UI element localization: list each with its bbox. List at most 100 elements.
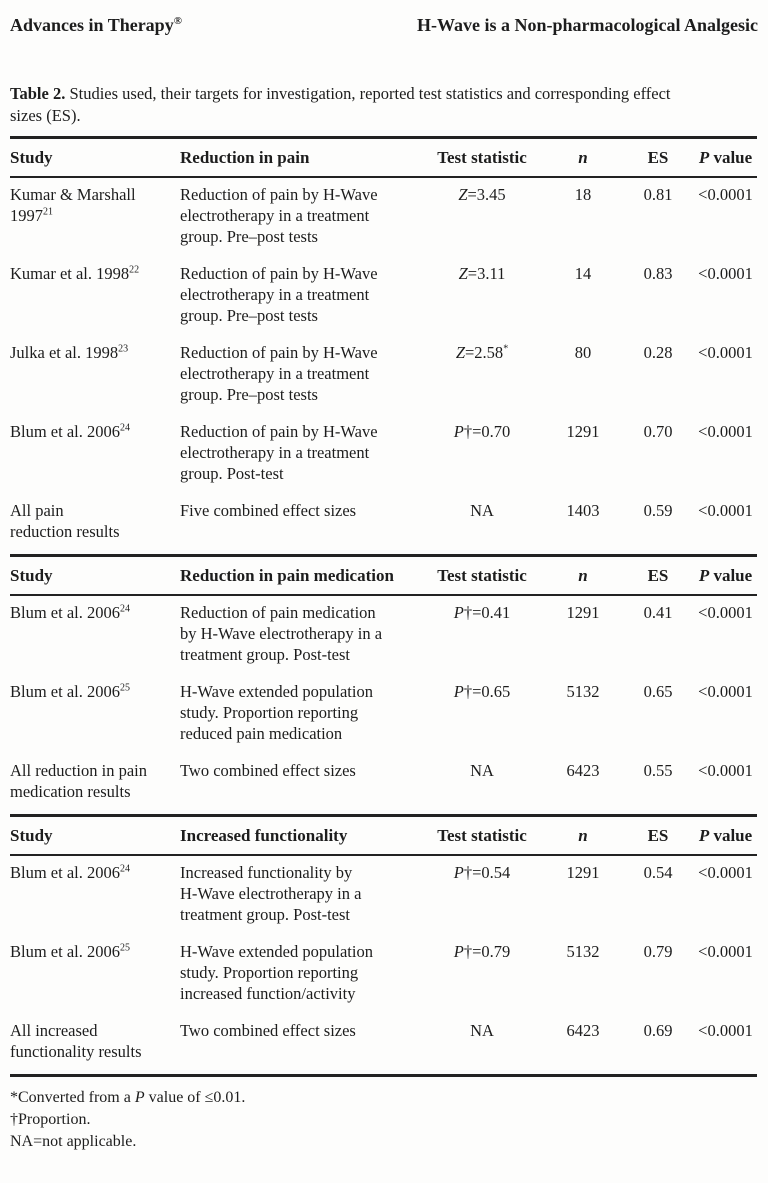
text: Two combined effect sizes [180,1021,356,1040]
study-cell: Blum et al. 200625 [10,681,180,744]
text: All reduction in pain medication results [10,761,148,801]
text: Blum et al. 2006 [10,422,120,441]
text: value [709,825,753,845]
n-cell: 1291 [544,421,622,484]
footnote: †Proportion. [10,1109,758,1131]
p-value-cell: <0.0001 [694,760,757,802]
italic-text: n [578,565,588,585]
italic-text: P [453,863,464,882]
text: Reduction of pain by H-Wave electrothera… [180,185,378,246]
text: 0.65 [643,682,673,701]
table-row: Kumar et al. 199822 Reduction of pain by … [10,263,757,326]
text: 0.41 [643,603,673,622]
es-cell: 0.81 [622,184,694,247]
italic-text: Z [458,264,468,283]
superscript: 24 [120,422,130,434]
superscript: 23 [118,343,129,355]
text: Blum et al. 2006 [10,942,120,961]
es-cell: 0.54 [622,862,694,925]
description-cell: Two combined effect sizes [180,1020,420,1062]
text: NA [470,1021,494,1040]
text: <0.0001 [698,343,753,362]
text: All increased functionality results [10,1021,142,1061]
n-cell: 1291 [544,602,622,665]
text: H-Wave extended population study. Propor… [180,942,373,1003]
text: Study [10,565,53,585]
description-cell: Five combined effect sizes [180,500,420,542]
text: =3.45 [467,185,506,204]
superscript: 24 [120,863,130,875]
table-row: Blum et al. 200624 Reduction of pain by H… [10,421,757,484]
text: 0.59 [643,501,673,520]
text: 0.54 [643,863,673,882]
italic-text: n [578,825,588,845]
text: †=0.41 [463,603,511,622]
header-bottom-rule [10,853,757,856]
study-cell: All pain reduction results [10,500,180,542]
test-statistic-cell: Z=3.45 [420,184,544,247]
study-cell: Kumar & Marshall 199721 [10,184,180,247]
text: Reduction of pain by H-Wave electrothera… [180,343,378,404]
text: Reduction in pain medication [180,565,394,585]
text: value of ≤0.01. [144,1089,246,1106]
text: 6423 [566,761,600,780]
col-header-p-value: P value [694,147,757,168]
text: =2.58 [465,343,504,362]
study-cell: Kumar et al. 199822 [10,263,180,326]
italic-text: P [453,942,464,961]
text: Blum et al. 2006 [10,603,120,622]
text: Kumar et al. 1998 [10,264,130,283]
section-top-rule [10,136,757,139]
text: 80 [574,343,592,362]
table-row: All increased functionality results Two c… [10,1020,757,1062]
p-value-cell: <0.0001 [694,184,757,247]
n-cell: 1403 [544,500,622,542]
header-bottom-rule [10,593,757,596]
text: Study [10,825,53,845]
n-cell: 80 [544,342,622,405]
table-row: Julka et al. 199823 Reduction of pain by … [10,342,757,405]
text: Increased functionality by H-Wave electr… [180,863,362,924]
text: ES [647,825,669,845]
n-cell: 6423 [544,760,622,802]
col-header-test-statistic: Test statistic [420,565,544,586]
text: NA [470,761,494,780]
footnotes: *Converted from a P value of ≤0.01. †Prop… [10,1087,758,1153]
es-cell: 0.79 [622,941,694,1004]
table-bottom-rule [10,1074,757,1077]
header-bottom-rule [10,175,757,178]
test-statistic-cell: P†=0.70 [420,421,544,484]
col-header-es: ES [622,565,694,586]
text: <0.0001 [698,603,753,622]
text: Reduction in pain [180,147,310,167]
description-cell: Reduction of pain by H-Wave electrothera… [180,184,420,247]
col-header-es: ES [622,825,694,846]
n-cell: 5132 [544,681,622,744]
text: Reduction of pain medication by H-Wave e… [180,603,383,664]
text: ES [647,147,669,167]
n-cell: 18 [544,184,622,247]
p-value-cell: <0.0001 [694,500,757,542]
n-cell: 6423 [544,1020,622,1062]
section-top-rule [10,554,757,557]
text: <0.0001 [698,264,753,283]
test-statistic-cell: P†=0.41 [420,602,544,665]
text: <0.0001 [698,863,753,882]
superscript: 25 [120,942,130,954]
text: 0.79 [643,942,673,961]
p-value-cell: <0.0001 [694,342,757,405]
test-statistic-cell: NA [420,760,544,802]
text: Test statistic [437,565,527,585]
footnote: *Converted from a P value of ≤0.01. [10,1087,758,1109]
text: Reduction of pain by H-Wave electrothera… [180,264,378,325]
text: Five combined effect sizes [180,501,357,520]
p-value-cell: <0.0001 [694,602,757,665]
page-header: Advances in Therapy® H-Wave is a Non-pha… [10,14,758,36]
p-value-cell: <0.0001 [694,1020,757,1062]
col-header-study: Study [10,565,180,586]
text: †=0.65 [463,682,511,701]
table-row: All reduction in pain medication results… [10,760,757,802]
description-cell: Reduction of pain medication by H-Wave e… [180,602,420,665]
text: Test statistic [437,825,527,845]
italic-text: P [453,422,464,441]
